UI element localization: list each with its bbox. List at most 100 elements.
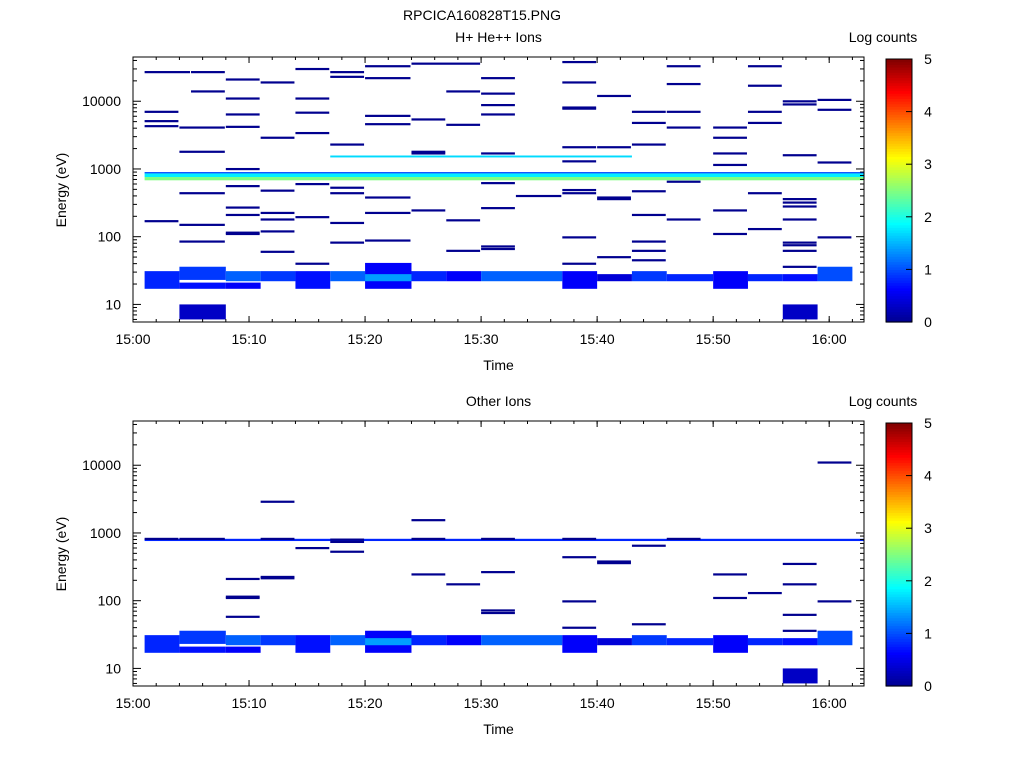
colorbar-segment	[886, 486, 912, 490]
count-line	[191, 90, 225, 93]
count-line	[747, 110, 782, 113]
heatmap-cell	[295, 271, 331, 289]
colorbar-segment	[886, 235, 912, 239]
x-tick-label: 16:00	[812, 695, 847, 711]
count-line	[562, 262, 597, 265]
colorbar-segment	[886, 667, 912, 671]
heatmap-cell	[666, 638, 714, 646]
count-line	[782, 629, 817, 632]
count-line	[747, 192, 782, 195]
colorbar-segment	[886, 604, 912, 608]
count-line	[782, 244, 817, 247]
count-line	[782, 249, 817, 252]
heatmap-cell	[747, 274, 783, 282]
count-line	[782, 100, 817, 103]
panel-title: H+ He++ Ions	[455, 29, 542, 45]
count-line	[295, 216, 330, 219]
x-tick-label: 15:40	[580, 695, 615, 711]
colorbar-segment	[886, 459, 912, 464]
heatmap-cell	[562, 635, 598, 653]
count-line	[260, 211, 295, 215]
count-line	[666, 126, 701, 129]
colorbar-segment	[886, 143, 912, 147]
colorbar-segment	[886, 509, 912, 514]
count-line	[446, 219, 481, 222]
count-line	[330, 550, 365, 553]
colorbar-segment	[886, 562, 912, 566]
count-line	[481, 247, 515, 251]
colorbar-segment	[886, 316, 912, 320]
count-line	[782, 154, 817, 157]
count-line	[295, 111, 330, 114]
colorbar-segment	[886, 59, 912, 63]
count-line	[562, 107, 597, 110]
count-line	[597, 146, 631, 149]
heatmap-cell	[144, 172, 865, 174]
colorbar-tick-label: 1	[924, 625, 932, 641]
colorbar-segment	[886, 499, 912, 503]
colorbar-segment	[886, 272, 912, 276]
colorbar-segment	[886, 66, 912, 71]
y-tick-label: 1000	[90, 161, 121, 177]
count-line	[515, 194, 562, 198]
y-axis-label: Energy (eV)	[53, 517, 69, 592]
colorbar: 0 1 2 3 4 5 Log counts	[849, 393, 932, 694]
x-tick-label: 15:50	[696, 331, 731, 347]
colorbar-segment	[886, 467, 912, 471]
panel-title: Other Ions	[466, 393, 531, 409]
colorbar-segment	[886, 264, 912, 268]
count-line	[179, 240, 225, 243]
heatmap-cell	[411, 271, 447, 282]
count-line	[225, 231, 260, 234]
count-line	[631, 110, 666, 113]
colorbar-segment	[886, 654, 912, 658]
colorbar-segment	[886, 593, 912, 598]
colorbar-segment	[886, 622, 912, 627]
colorbar-segment	[886, 462, 912, 466]
colorbar-segment	[886, 208, 912, 213]
count-line	[411, 118, 446, 121]
heatmap-cell	[225, 282, 261, 289]
heatmap-cell	[330, 635, 366, 646]
count-line	[260, 230, 295, 233]
count-line	[411, 152, 446, 155]
panel-2: 15:00 15:10 15:20 15:30 15:40 15:50 16:0010100…	[53, 393, 932, 737]
colorbar-segment	[886, 515, 912, 519]
count-line	[260, 136, 295, 139]
count-line	[481, 611, 515, 615]
heatmap-cell	[446, 635, 482, 646]
colorbar-segment	[886, 206, 912, 210]
colorbar-segment	[886, 222, 912, 226]
count-line	[225, 97, 260, 100]
colorbar-segment	[886, 298, 912, 302]
colorbar-segment	[886, 478, 912, 482]
colorbar-segment	[886, 303, 912, 307]
colorbar-segment	[886, 638, 912, 642]
count-line	[782, 583, 817, 586]
colorbar-segment	[886, 607, 912, 611]
colorbar-segment	[886, 641, 912, 645]
colorbar-segment	[886, 193, 912, 197]
count-line	[225, 167, 260, 171]
count-line	[481, 152, 515, 155]
count-line	[260, 537, 295, 541]
colorbar-segment	[886, 501, 912, 506]
heatmap-cell	[713, 271, 748, 289]
count-line	[713, 126, 747, 129]
colorbar-segment	[886, 306, 912, 310]
colorbar-segment	[886, 135, 912, 139]
count-line	[446, 583, 481, 586]
colorbar-tick-label: 2	[924, 573, 932, 589]
colorbar-segment	[886, 198, 912, 202]
colorbar-segment	[886, 90, 912, 94]
count-line	[365, 114, 411, 117]
colorbar-segment	[886, 596, 912, 600]
count-line	[365, 239, 411, 242]
count-line	[260, 577, 295, 580]
count-line	[225, 125, 260, 128]
colorbar-segment	[886, 253, 912, 257]
count-line	[562, 556, 597, 559]
count-line	[817, 108, 852, 111]
colorbar-segment	[886, 643, 912, 648]
heatmap-cell	[782, 304, 818, 320]
